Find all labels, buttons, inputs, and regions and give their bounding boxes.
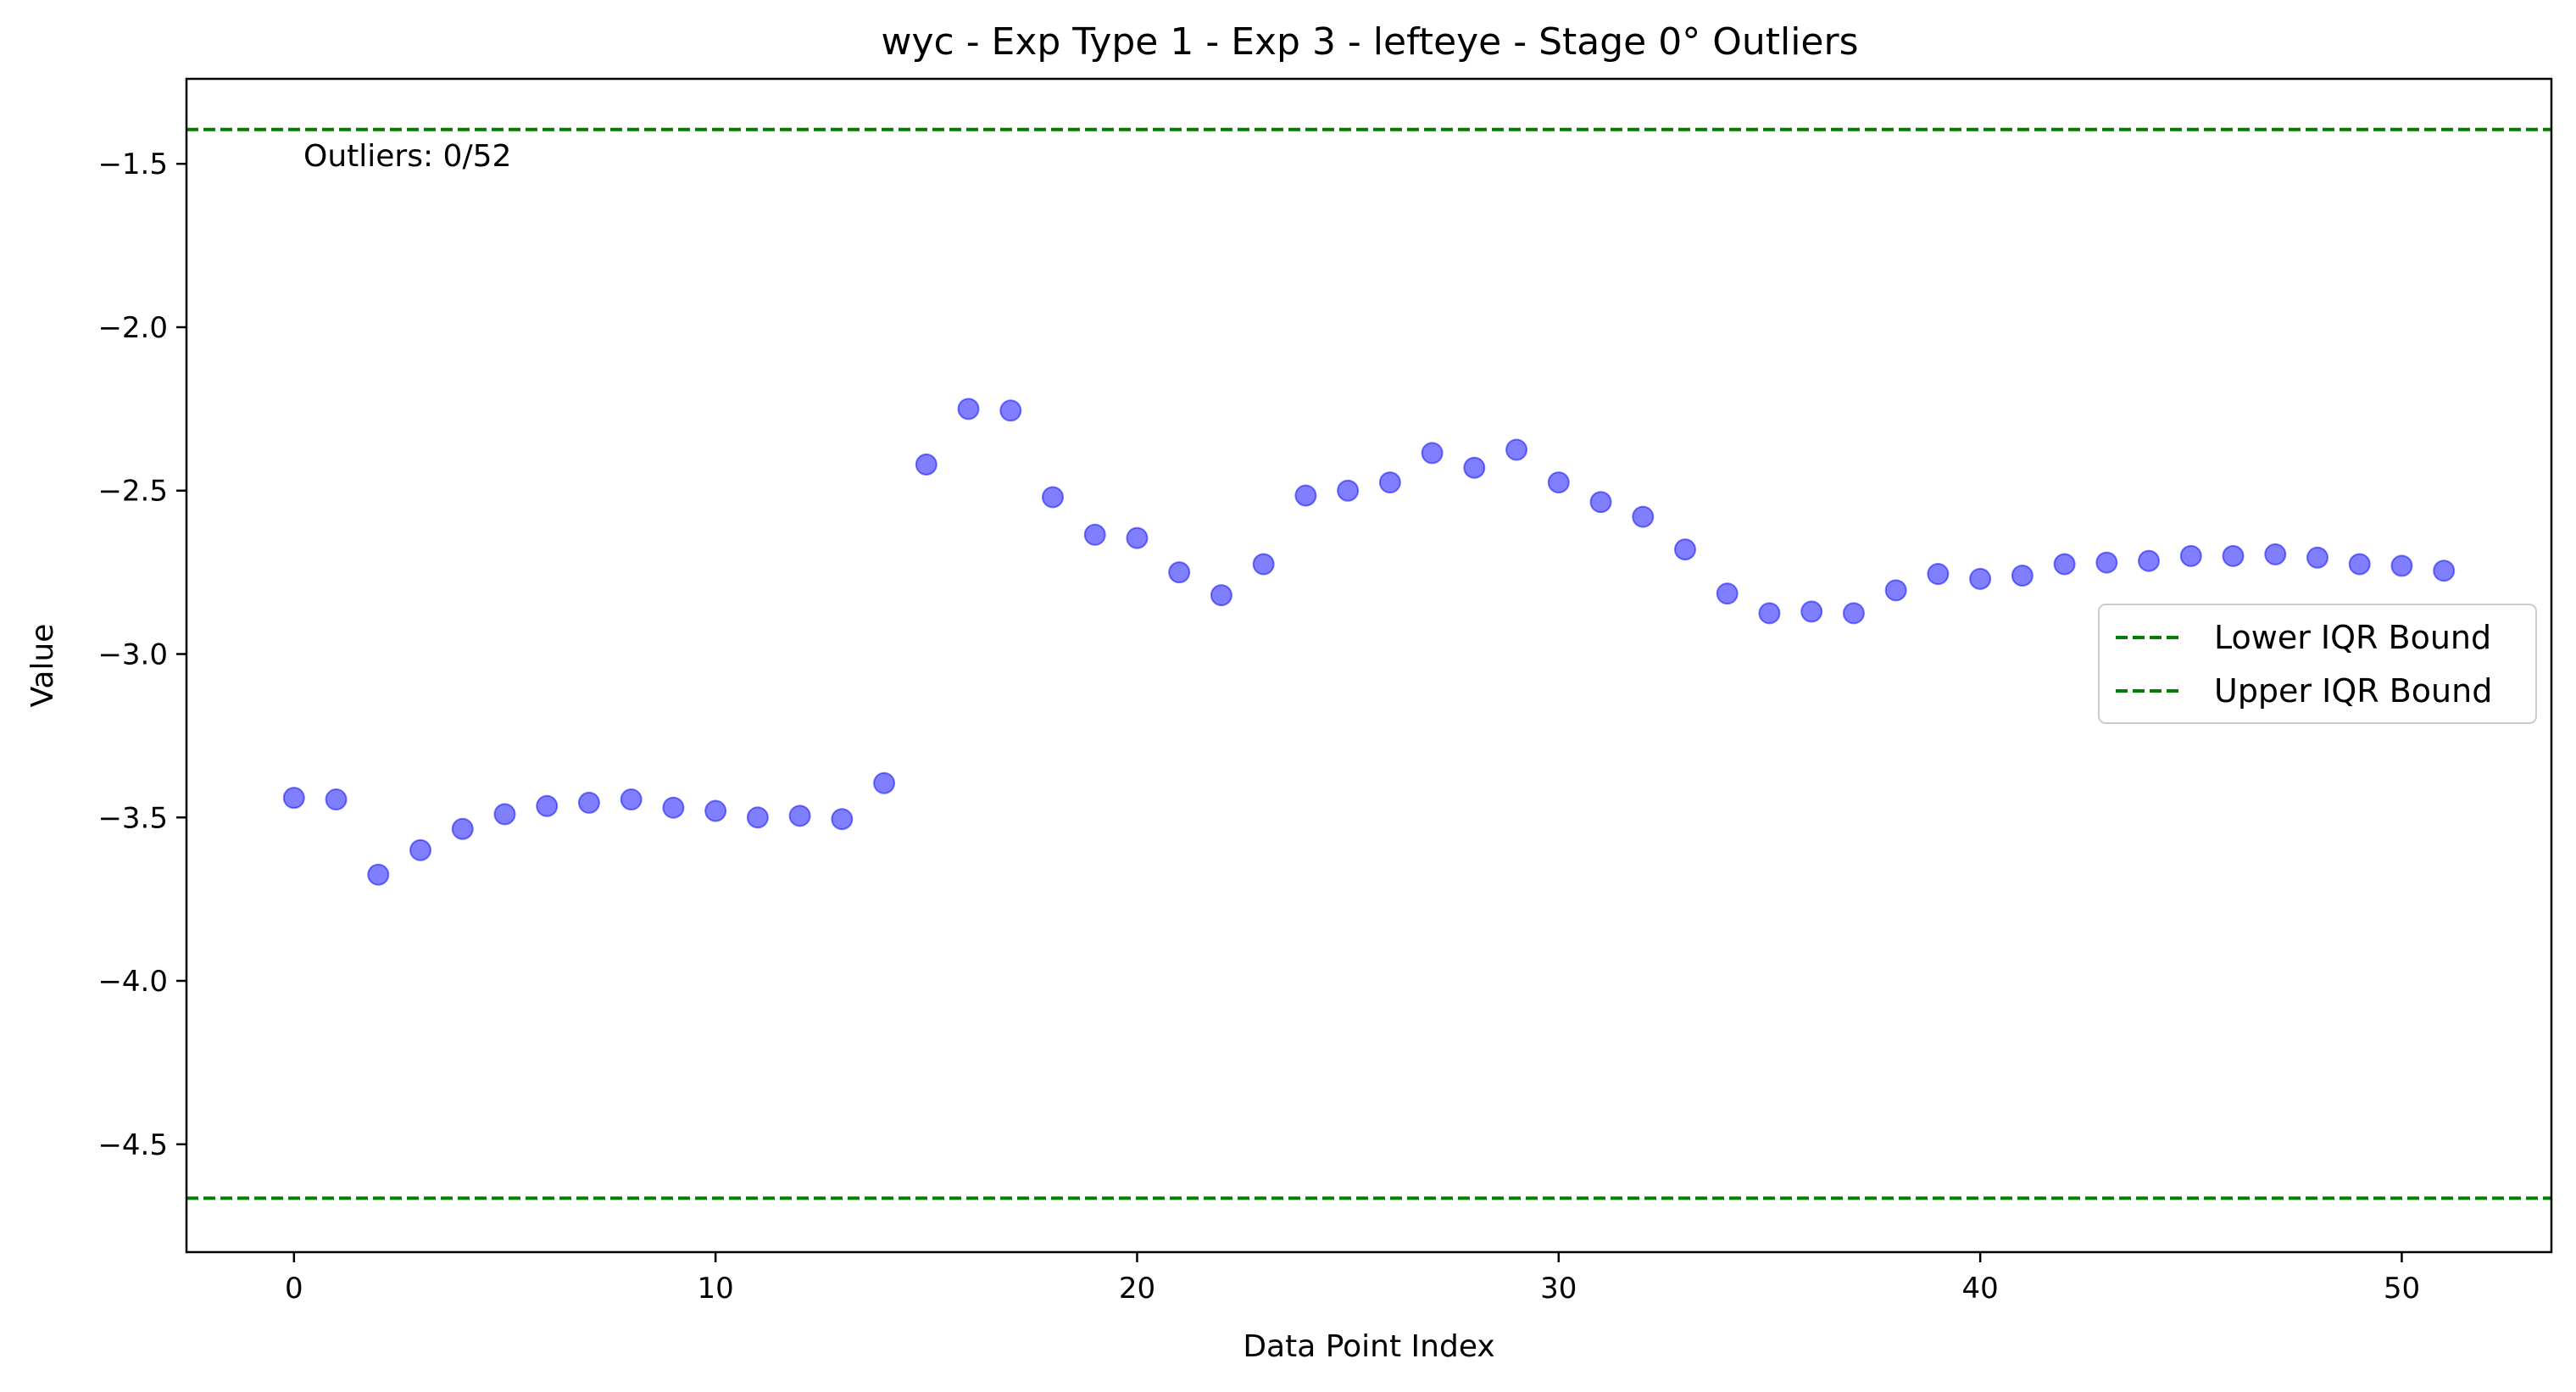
data-point [2222,544,2245,567]
data-point [1042,486,1065,509]
data-point [788,805,811,827]
data-point [2095,551,2118,574]
x-tick-label: 50 [2384,1272,2420,1306]
plot-area [186,127,2551,1200]
data-point [1083,523,1106,546]
y-tick-label: −2.0 [97,311,168,345]
data-point [1969,567,1992,590]
data-point [1758,602,1781,625]
data-point [1126,526,1149,549]
data-point [1378,471,1401,494]
legend: Lower IQR Bound Upper IQR Bound [2098,604,2537,724]
data-point [451,817,474,840]
x-tick-label: 20 [1119,1272,1155,1306]
data-point [620,788,643,811]
plot-frame [185,77,2553,1254]
data-point [2053,553,2076,576]
data-point [1884,579,1907,602]
data-point [2433,560,2456,582]
axis-ticks: 0 10 20 30 40 50 −1.5 −2.0 −2.5 −3.0 −3.5 −4.0 −4.5 [97,148,2420,1306]
data-point [831,808,854,831]
data-point [1589,491,1612,514]
data-point [1505,438,1528,461]
y-tick-label: −3.0 [97,638,168,672]
data-point [1252,553,1275,576]
y-tick-label: −4.0 [97,965,168,999]
x-tick-label: 0 [285,1272,303,1306]
y-tick-label: −3.5 [97,801,168,835]
data-point [2011,564,2034,587]
data-point [2179,544,2202,567]
data-point [2264,543,2287,565]
y-tick-label: −2.5 [97,475,168,509]
x-tick-label: 30 [1540,1272,1577,1306]
data-point [1337,479,1360,502]
data-point [873,771,896,794]
data-point [704,799,727,822]
data-point [1168,561,1191,584]
data-point [577,791,600,814]
data-point [2306,546,2328,569]
data-point [409,838,432,861]
data-point [2348,553,2371,576]
data-point [1421,442,1444,465]
data-point [1632,505,1655,528]
legend-frame [2098,604,2537,724]
data-point [1463,456,1486,479]
data-point [1547,471,1570,494]
y-tick-label: −4.5 [97,1128,168,1162]
x-tick-label: 40 [1961,1272,1998,1306]
data-point [1716,582,1739,605]
legend-label-lower: Lower IQR Bound [2214,619,2491,656]
data-point [1210,584,1232,607]
data-point [2138,549,2161,572]
data-point [367,863,390,886]
data-point [1927,563,1950,586]
data-point [536,794,559,817]
data-point [915,453,937,476]
data-point [999,399,1022,422]
data-point [957,398,980,420]
data-point [1294,484,1317,507]
data-point [746,806,769,829]
data-point [1673,538,1696,561]
y-axis-label: Value [25,624,60,708]
chart-title: wyc - Exp Type 1 - Exp 3 - lefteye - Sta… [881,20,1858,64]
data-point [493,803,516,826]
data-point [1800,600,1823,623]
data-point [1842,602,1865,625]
y-tick-label: −1.5 [97,148,168,181]
legend-label-upper: Upper IQR Bound [2214,672,2492,710]
x-tick-label: 10 [698,1272,734,1306]
data-point [662,796,685,819]
data-point [282,787,305,810]
outliers-annotation: Outliers: 0/52 [303,139,511,174]
x-axis-label: Data Point Index [1243,1329,1494,1364]
data-point [325,788,348,811]
data-point [2390,554,2413,577]
